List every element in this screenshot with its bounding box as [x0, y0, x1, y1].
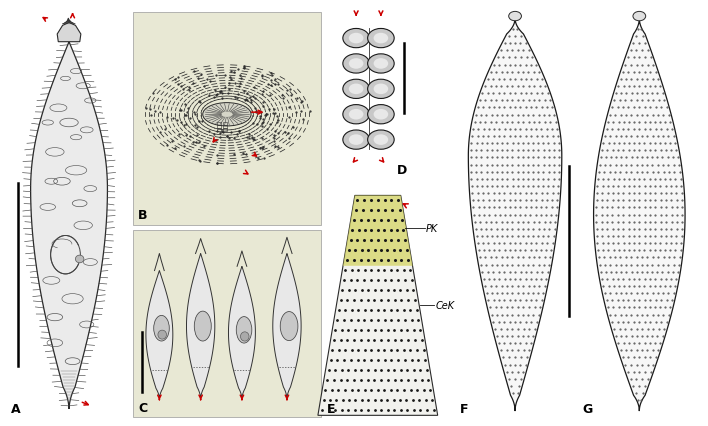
Polygon shape [229, 267, 256, 399]
Bar [222, 123, 227, 125]
Ellipse shape [343, 55, 370, 74]
Ellipse shape [343, 131, 370, 150]
Ellipse shape [508, 12, 521, 22]
Bar [222, 129, 227, 131]
Polygon shape [593, 19, 685, 411]
Ellipse shape [367, 131, 394, 150]
Ellipse shape [75, 256, 84, 263]
Polygon shape [186, 254, 215, 399]
Ellipse shape [236, 317, 252, 343]
Bar [133, 230, 321, 417]
Ellipse shape [374, 84, 388, 95]
Polygon shape [30, 43, 108, 409]
Ellipse shape [374, 135, 388, 146]
Text: G: G [582, 402, 592, 415]
Polygon shape [469, 19, 561, 411]
Text: A: A [11, 403, 21, 415]
Text: CeK: CeK [435, 300, 455, 310]
Ellipse shape [349, 109, 363, 120]
Ellipse shape [374, 59, 388, 69]
Bar [133, 13, 321, 226]
Ellipse shape [158, 331, 166, 339]
Ellipse shape [367, 55, 394, 74]
Ellipse shape [633, 12, 646, 22]
Ellipse shape [367, 29, 394, 49]
Bar [217, 129, 221, 131]
Ellipse shape [56, 241, 74, 269]
Polygon shape [146, 271, 173, 399]
Ellipse shape [343, 105, 370, 124]
Text: D: D [397, 164, 407, 177]
Ellipse shape [349, 135, 363, 146]
Polygon shape [273, 254, 301, 399]
Ellipse shape [374, 109, 388, 120]
Ellipse shape [349, 84, 363, 95]
Text: B: B [138, 209, 147, 222]
Ellipse shape [241, 332, 249, 341]
Ellipse shape [194, 311, 211, 341]
Ellipse shape [349, 34, 363, 44]
Ellipse shape [202, 104, 251, 127]
Ellipse shape [280, 312, 298, 341]
Polygon shape [57, 23, 81, 43]
Text: C: C [138, 401, 147, 414]
Text: E: E [327, 402, 336, 415]
Bar [217, 123, 221, 125]
Ellipse shape [374, 34, 388, 44]
Polygon shape [343, 196, 413, 266]
Bar [217, 126, 221, 128]
Bar [222, 126, 227, 128]
Ellipse shape [154, 316, 169, 341]
Text: PK: PK [426, 223, 438, 233]
Polygon shape [318, 196, 438, 415]
Ellipse shape [343, 80, 370, 99]
Ellipse shape [367, 80, 394, 99]
Ellipse shape [343, 29, 370, 49]
Ellipse shape [367, 105, 394, 124]
Text: F: F [459, 402, 468, 415]
Ellipse shape [349, 59, 363, 69]
